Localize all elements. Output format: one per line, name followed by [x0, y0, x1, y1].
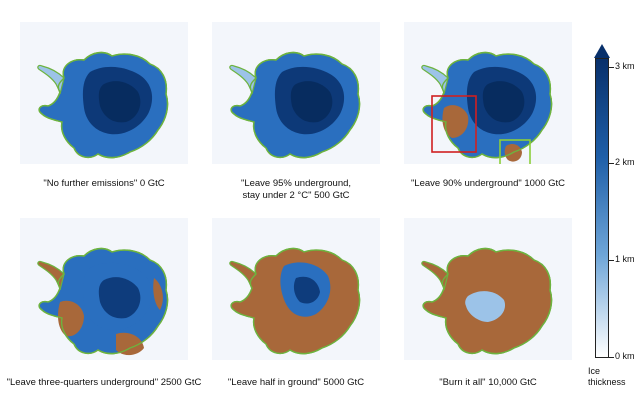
remaining-ice-region [465, 291, 506, 322]
antarctica-map [37, 247, 169, 356]
exposed-rock-region [153, 278, 163, 310]
colorbar-tick [609, 67, 614, 68]
thickest-ice-region [482, 81, 525, 123]
panel-caption: "Burn it all" 10,000 GtC [439, 377, 537, 388]
antarctica-map [229, 51, 361, 159]
colorbar-arrow-tip [594, 44, 610, 58]
map-panel-5000gtc [212, 218, 380, 360]
highlight-box-red [431, 95, 477, 153]
peninsula-shape [37, 64, 65, 95]
antarctica-map [421, 51, 553, 164]
map-panel-0gtc [20, 22, 188, 164]
map-panel-500gtc [212, 22, 380, 164]
colorbar-title-line: thickness [588, 377, 626, 387]
colorbar-tick [609, 260, 614, 261]
peninsula-shape [421, 64, 449, 95]
coastline [38, 51, 169, 159]
highlight-box-green [499, 139, 531, 164]
colorbar-tick-label: 0 km [615, 351, 635, 361]
map-panel-1000gtc [404, 22, 572, 164]
coastline [422, 247, 553, 355]
panel-caption: "Leave half in ground" 5000 GtC [227, 377, 365, 388]
panel-caption: "Leave three-quarters underground" 2500 … [6, 377, 202, 388]
coastline [230, 247, 361, 355]
colorbar-title-line: Ice [588, 366, 601, 376]
peninsula-shape [37, 260, 65, 291]
panel-caption: "Leave 95% underground, stay under 2 °C"… [212, 178, 380, 202]
ice-thickness-colorbar [595, 58, 609, 358]
thickest-ice-region [290, 81, 333, 123]
coastline [422, 51, 553, 159]
colorbar-tick [609, 163, 614, 164]
coastline [230, 51, 361, 159]
map-panel-2500gtc [20, 218, 188, 360]
antarctica-map [421, 247, 553, 355]
peninsula-shape [229, 64, 257, 95]
antarctica-map [37, 51, 169, 159]
colorbar-tick [609, 357, 614, 358]
colorbar-tick-label: 2 km [615, 157, 635, 167]
panel-caption-line: stay under 2 °C" 500 GtC [242, 190, 350, 201]
antarctica-map [229, 247, 361, 355]
panel-caption-line: "Leave 95% underground, [240, 178, 352, 189]
map-panel-10000gtc [404, 218, 572, 360]
coastline [38, 247, 169, 355]
thick-ice-region [293, 276, 320, 304]
exposed-rock-region [116, 332, 144, 356]
colorbar-tick-label: 3 km [615, 61, 635, 71]
colorbar-title: Ice thickness [588, 366, 626, 388]
exposed-rock-region [442, 105, 469, 138]
peninsula-shape [421, 260, 449, 291]
colorbar-tick-label: 1 km [615, 254, 635, 264]
exposed-rock-region [58, 300, 84, 337]
panel-caption: "No further emissions" 0 GtC [43, 178, 165, 189]
thickest-ice-region [98, 277, 141, 319]
thickest-ice-region [98, 81, 141, 123]
panel-caption: "Leave 90% underground" 1000 GtC [410, 178, 566, 189]
